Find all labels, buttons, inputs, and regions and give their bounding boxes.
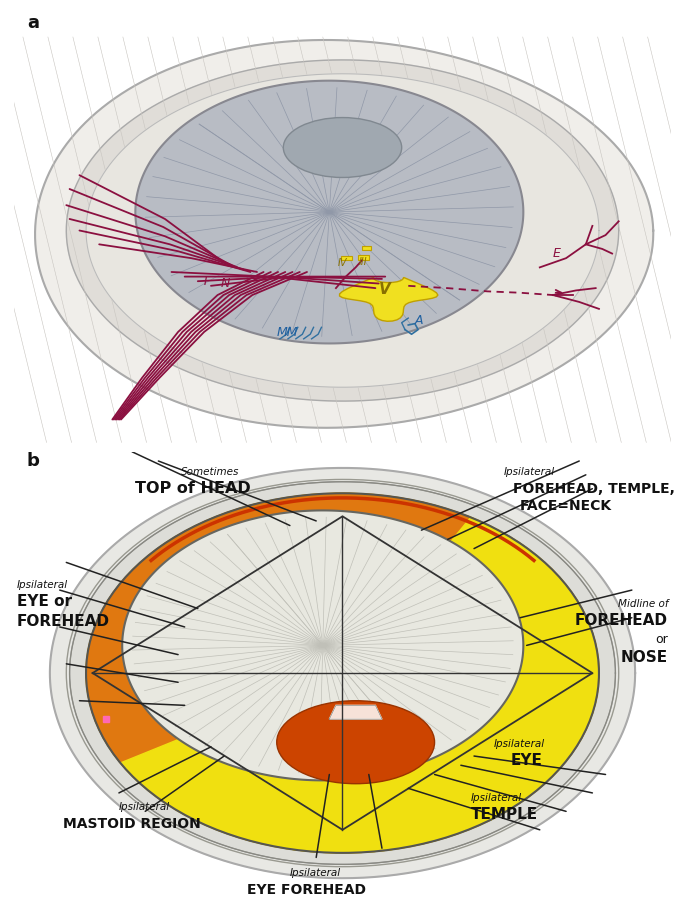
Text: FOREHEAD: FOREHEAD	[17, 614, 110, 629]
Text: A: A	[415, 314, 423, 327]
Text: FOREHEAD, TEMPLE,: FOREHEAD, TEMPLE,	[514, 481, 675, 496]
Text: N: N	[221, 278, 230, 290]
Text: T: T	[201, 275, 209, 289]
Text: Midline of: Midline of	[617, 598, 668, 609]
Text: FACE=NECK: FACE=NECK	[520, 499, 612, 513]
Text: MM: MM	[277, 325, 298, 339]
Polygon shape	[358, 255, 369, 260]
Text: IV: IV	[338, 258, 347, 268]
Text: EYE or: EYE or	[17, 595, 72, 609]
Polygon shape	[362, 246, 371, 250]
Text: FOREHEAD: FOREHEAD	[575, 613, 668, 628]
Polygon shape	[50, 468, 635, 878]
Text: Ipsilateral: Ipsilateral	[17, 580, 68, 590]
Text: E: E	[553, 247, 561, 261]
Text: NOSE: NOSE	[621, 650, 668, 665]
Wedge shape	[342, 517, 599, 829]
Circle shape	[86, 493, 599, 853]
Text: MASTOID REGION: MASTOID REGION	[63, 817, 201, 831]
Polygon shape	[136, 81, 523, 343]
Text: Ipsilateral: Ipsilateral	[503, 467, 555, 478]
Polygon shape	[340, 278, 438, 321]
Text: Ipsilateral: Ipsilateral	[290, 869, 341, 878]
Text: a: a	[27, 14, 39, 31]
Wedge shape	[121, 673, 508, 853]
Text: Ipsilateral: Ipsilateral	[494, 739, 545, 749]
Polygon shape	[70, 482, 615, 864]
Text: TEMPLE: TEMPLE	[471, 807, 538, 822]
Text: EYE FOREHEAD: EYE FOREHEAD	[247, 882, 366, 896]
Text: b: b	[27, 452, 40, 469]
Ellipse shape	[277, 701, 434, 784]
Text: V: V	[379, 282, 390, 297]
Polygon shape	[122, 511, 523, 780]
Text: TOP of HEAD: TOP of HEAD	[136, 480, 251, 496]
Polygon shape	[86, 74, 599, 387]
Text: EYE: EYE	[510, 752, 542, 767]
Polygon shape	[35, 40, 653, 428]
Polygon shape	[329, 705, 382, 719]
Text: or: or	[656, 633, 668, 646]
Wedge shape	[86, 493, 599, 853]
Text: Sometimes: Sometimes	[182, 467, 240, 478]
Text: Ipsilateral: Ipsilateral	[119, 802, 170, 812]
Text: III: III	[359, 257, 368, 267]
Polygon shape	[66, 60, 619, 401]
Text: Ipsilateral: Ipsilateral	[471, 793, 522, 803]
Ellipse shape	[284, 118, 401, 178]
Polygon shape	[341, 255, 352, 261]
